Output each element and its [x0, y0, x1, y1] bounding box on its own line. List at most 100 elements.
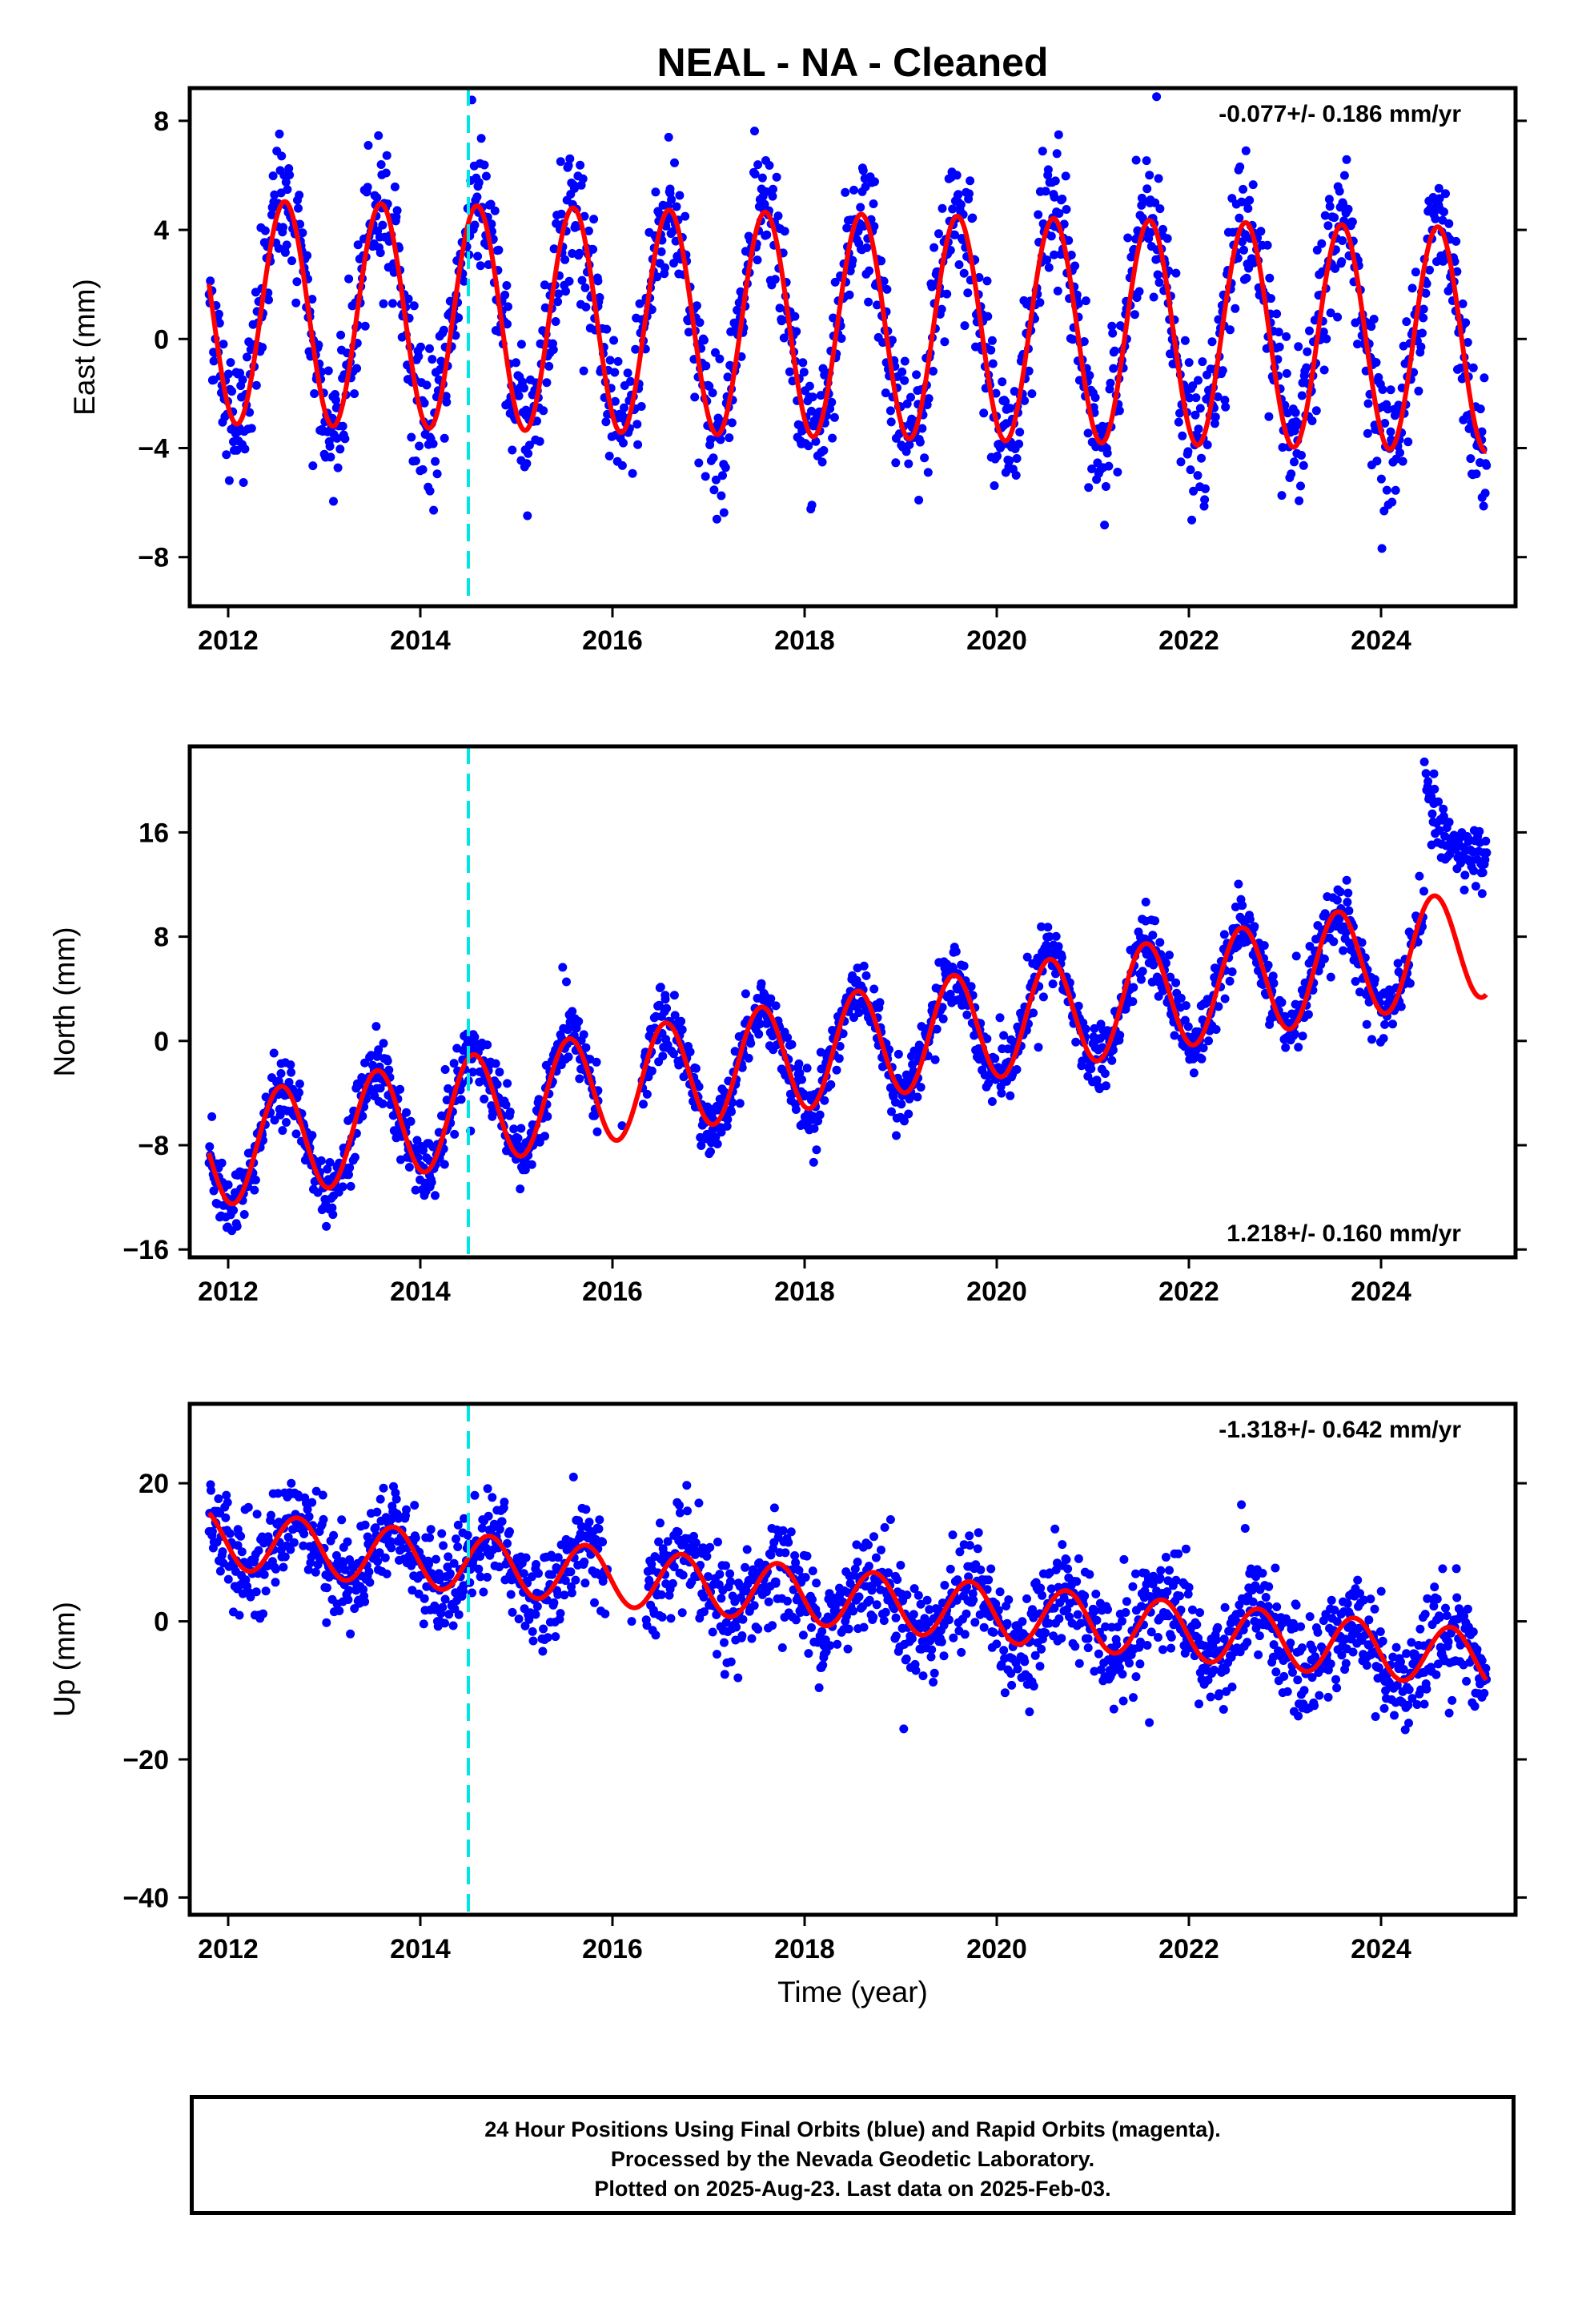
footer-line-1: 24 Hour Positions Using Final Orbits (bl…	[484, 2117, 1221, 2141]
data-point	[675, 1568, 685, 1578]
data-point	[1347, 1630, 1357, 1640]
data-point	[468, 1030, 478, 1039]
data-point	[1083, 1634, 1093, 1643]
data-point	[1477, 860, 1487, 870]
footer-line-3: Plotted on 2025-Aug-23. Last data on 202…	[594, 2177, 1111, 2201]
data-point	[233, 1541, 243, 1550]
up-panel: −40 −20 0 20 2012 2014 2016 2018 2020 2022 2024 Up …	[48, 1401, 1527, 1964]
data-point	[531, 1610, 540, 1619]
y-tick-label: −40	[122, 1883, 169, 1913]
data-point	[1179, 1641, 1189, 1651]
data-point	[1098, 421, 1107, 431]
data-point	[1146, 195, 1155, 205]
data-point	[1419, 1699, 1429, 1709]
data-point	[771, 1578, 781, 1588]
data-point	[233, 1171, 243, 1180]
y-tick-label: −8	[138, 1131, 169, 1161]
data-point	[387, 1514, 396, 1524]
x-tick-label: 2018	[774, 625, 835, 656]
y-tick-label: −8	[138, 543, 169, 573]
data-point	[1131, 1672, 1141, 1682]
data-point	[1443, 1637, 1453, 1647]
data-point	[1323, 1692, 1333, 1702]
data-point	[1333, 885, 1343, 895]
data-point	[809, 416, 819, 425]
plot-frame	[187, 744, 1518, 1260]
x-tick-label: 2024	[1351, 1934, 1411, 1964]
data-point	[1194, 424, 1203, 434]
y-tick-label: 0	[154, 1607, 169, 1638]
x-tick-label: 2016	[582, 1277, 643, 1307]
data-point	[1045, 932, 1054, 942]
x-tick-label: 2024	[1351, 1277, 1411, 1307]
data-point	[963, 1596, 973, 1606]
data-point	[915, 1644, 925, 1654]
data-point	[1458, 851, 1468, 861]
data-point	[867, 1586, 877, 1595]
data-point	[819, 1641, 829, 1651]
data-point	[1155, 1613, 1165, 1622]
x-tick-label: 2012	[198, 1934, 259, 1964]
x-tick-label: 2012	[198, 1277, 259, 1307]
data-point	[857, 187, 867, 196]
data-point	[1371, 1662, 1381, 1671]
y-tick-label: 0	[154, 324, 169, 355]
x-tick-label: 2012	[198, 625, 259, 656]
data-point	[1275, 1651, 1285, 1661]
east-panel: −8 −4 0 4 8 2012 2014 2016 2018 2020 2022 2024 East …	[68, 86, 1527, 656]
data-point	[1434, 200, 1443, 210]
data-point	[1107, 1668, 1117, 1678]
rate-label: -0.077+/- 0.186 mm/yr	[1219, 101, 1461, 127]
data-point	[699, 1592, 709, 1602]
x-tick-label: 2022	[1158, 1277, 1219, 1307]
data-point	[233, 427, 243, 436]
data-point	[1203, 1675, 1213, 1685]
data-point	[843, 1644, 853, 1654]
data-point	[209, 375, 219, 384]
x-tick-label: 2020	[966, 1277, 1027, 1307]
data-point	[853, 963, 862, 973]
x-tick-label: 2022	[1158, 1934, 1219, 1964]
data-point	[473, 182, 483, 191]
scatter-cloud	[204, 92, 1492, 553]
data-point	[761, 187, 771, 196]
data-point	[1141, 916, 1150, 926]
fit-curve	[207, 199, 1487, 454]
data-point	[1002, 419, 1011, 428]
x-tick-label: 2020	[966, 1934, 1027, 1964]
x-tick-label: 2014	[390, 625, 451, 656]
rate-label: -1.318+/- 0.642 mm/yr	[1219, 1417, 1461, 1443]
data-point	[329, 430, 339, 439]
data-point	[1395, 1696, 1405, 1706]
data-point	[617, 1121, 627, 1131]
x-tick-label: 2020	[966, 625, 1027, 656]
data-point	[661, 995, 670, 1004]
data-point	[459, 1581, 468, 1590]
x-tick-label: 2018	[774, 1934, 835, 1964]
fit-curve	[207, 1511, 1488, 1683]
y-tick-label: 8	[154, 107, 169, 137]
data-point	[1011, 1658, 1021, 1667]
x-tick-label: 2018	[774, 1277, 835, 1307]
y-tick-label: −20	[122, 1745, 169, 1775]
plot-frame	[187, 1401, 1518, 1917]
data-point	[949, 947, 958, 957]
data-point	[1237, 901, 1247, 911]
x-tick-label: 2014	[390, 1277, 451, 1307]
data-point	[435, 1575, 444, 1585]
data-point	[1477, 427, 1487, 436]
y-tick-label: 0	[154, 1027, 169, 1057]
data-point	[1477, 1692, 1487, 1702]
footer-info-box: 24 Hour Positions Using Final Orbits (bl…	[190, 2095, 1516, 2215]
data-point	[507, 1575, 516, 1585]
data-point	[1386, 427, 1395, 436]
data-point	[363, 1572, 372, 1581]
data-point	[579, 1558, 588, 1567]
footer-line-2: Processed by the Nevada Geodetic Laborat…	[610, 2147, 1095, 2171]
x-axis-label: Time (year)	[777, 1976, 928, 2008]
data-point	[425, 432, 435, 442]
data-point	[1290, 424, 1299, 434]
plot-frame	[187, 86, 1518, 609]
data-point	[713, 1105, 723, 1115]
